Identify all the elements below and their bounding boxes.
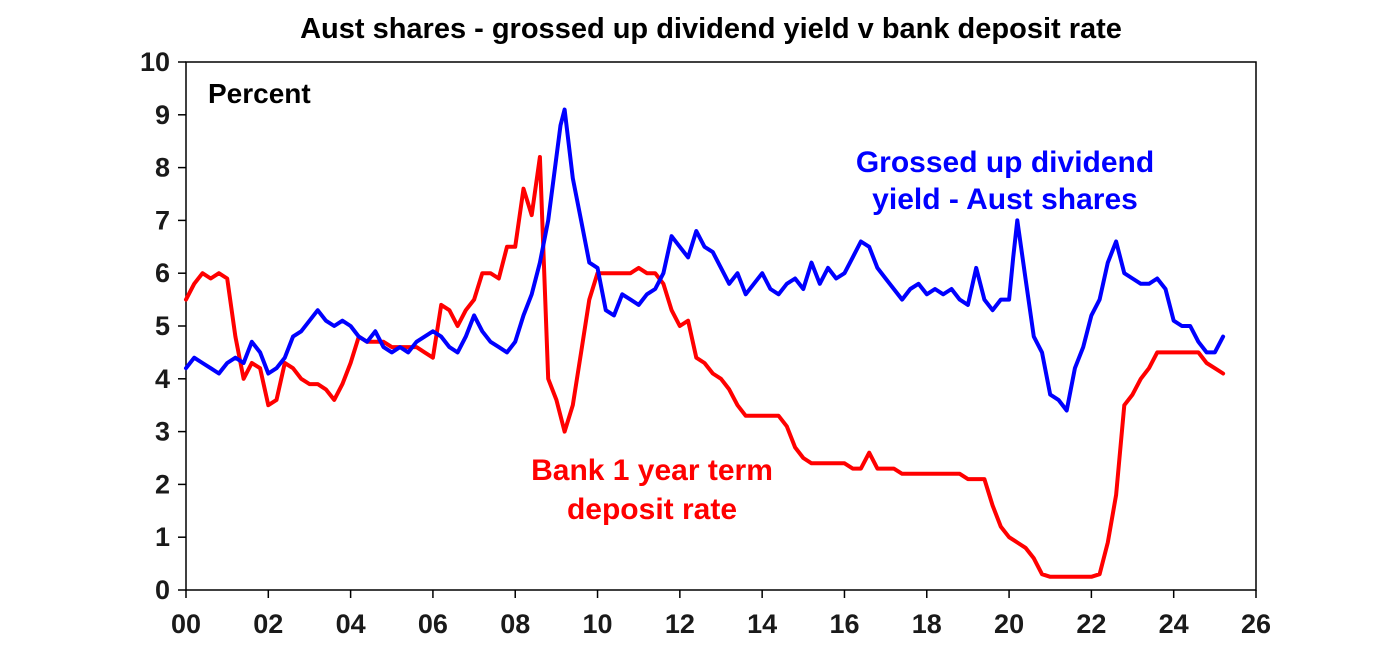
deposit-rate-annotation-line-1: Bank 1 year term — [531, 454, 773, 487]
x-tick-label: 12 — [665, 609, 695, 639]
x-tick-label: 00 — [171, 609, 201, 639]
x-tick-label: 18 — [912, 609, 942, 639]
x-tick-label: 04 — [336, 609, 366, 639]
x-tick-label: 22 — [1076, 609, 1106, 639]
y-tick-label: 1 — [155, 522, 170, 552]
y-tick-label: 10 — [140, 47, 170, 77]
x-tick-label: 08 — [500, 609, 530, 639]
y-tick-label: 4 — [155, 364, 170, 394]
x-tick-label: 20 — [994, 609, 1024, 639]
deposit-rate-annotation-line-2: deposit rate — [567, 493, 737, 526]
dividend-yield-annotation-line-1: Grossed up dividend — [856, 146, 1154, 179]
y-tick-label: 0 — [155, 575, 170, 605]
x-tick-label: 14 — [747, 609, 777, 639]
dividend-yield-annotation-line-2: yield - Aust shares — [872, 183, 1138, 216]
x-tick-label: 02 — [253, 609, 283, 639]
series-layer — [184, 107, 1226, 579]
unit-label: Percent — [208, 78, 311, 109]
x-tick-label: 16 — [829, 609, 859, 639]
y-tick-label: 8 — [155, 153, 170, 183]
y-tick-label: 7 — [155, 205, 170, 235]
dividend-yield-line — [184, 107, 1226, 413]
x-tick-label: 24 — [1159, 609, 1189, 639]
x-tick-label: 06 — [418, 609, 448, 639]
y-tick-label: 2 — [155, 469, 170, 499]
y-axis: 0 1 2 3 4 5 6 7 8 9 10 — [140, 47, 186, 605]
plot-area — [185, 61, 1257, 591]
x-axis: 00 02 04 06 08 10 12 14 16 18 20 22 24 26 — [171, 590, 1271, 639]
y-tick-label: 3 — [155, 417, 170, 447]
chart-title: Aust shares - grossed up dividend yield … — [300, 13, 1122, 45]
x-tick-label: 26 — [1241, 609, 1271, 639]
y-tick-label: 9 — [155, 100, 170, 130]
y-tick-label: 5 — [155, 311, 170, 341]
x-tick-label: 10 — [583, 609, 613, 639]
y-tick-label: 6 — [155, 258, 170, 288]
